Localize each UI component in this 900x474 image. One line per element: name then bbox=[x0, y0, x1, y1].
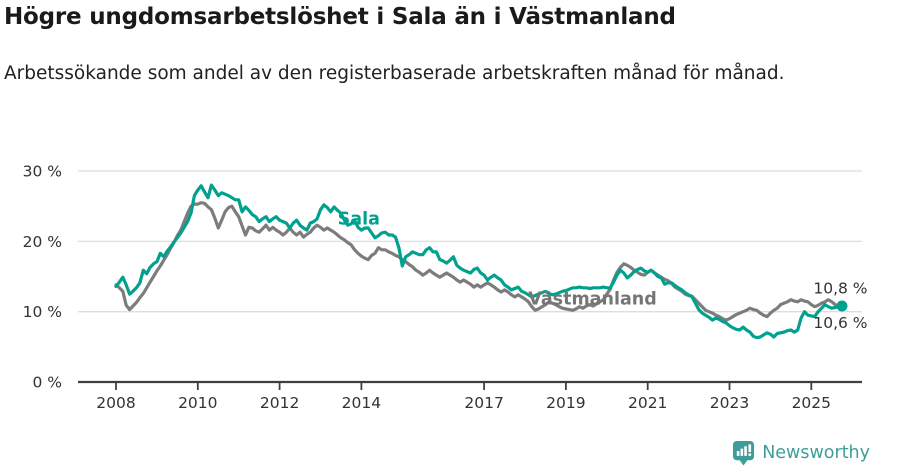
series-line-sala bbox=[114, 183, 844, 340]
x-tick-label-2010: 2010 bbox=[178, 394, 217, 412]
newsworthy-logo-icon bbox=[732, 440, 755, 466]
x-tick-label-2017: 2017 bbox=[464, 394, 503, 412]
x-tick-label-2021: 2021 bbox=[628, 394, 667, 412]
x-tick-label-2014: 2014 bbox=[342, 394, 381, 412]
end-value-label-sala: 10,8 % bbox=[813, 280, 867, 298]
chart-subtitle: Arbetssökande som andel av den registerb… bbox=[4, 63, 785, 84]
y-tick-label-20: 20 % bbox=[23, 233, 62, 251]
x-tick-label-2012: 2012 bbox=[260, 394, 299, 412]
x-tick-label-2008: 2008 bbox=[96, 394, 135, 412]
series-label-sala: Sala bbox=[338, 209, 380, 229]
series-end-dot-sala bbox=[836, 300, 848, 312]
brand-footer: Newsworthy bbox=[732, 440, 870, 466]
chart-title: Högre ungdomsarbetslöshet i Sala än i Vä… bbox=[4, 4, 676, 30]
y-tick-label-10: 10 % bbox=[23, 303, 62, 321]
brand-name: Newsworthy bbox=[762, 443, 870, 463]
x-tick-label-2023: 2023 bbox=[710, 394, 749, 412]
y-tick-label-30: 30 % bbox=[23, 163, 62, 181]
series-label-vastmanland: Västmanland bbox=[528, 289, 656, 309]
end-value-label-vastmanland: 10,6 % bbox=[813, 314, 867, 332]
x-tick-label-2025: 2025 bbox=[792, 394, 831, 412]
series-line-vastmanland bbox=[114, 201, 844, 322]
x-tick-label-2019: 2019 bbox=[546, 394, 585, 412]
y-tick-label-0: 0 % bbox=[32, 374, 62, 392]
